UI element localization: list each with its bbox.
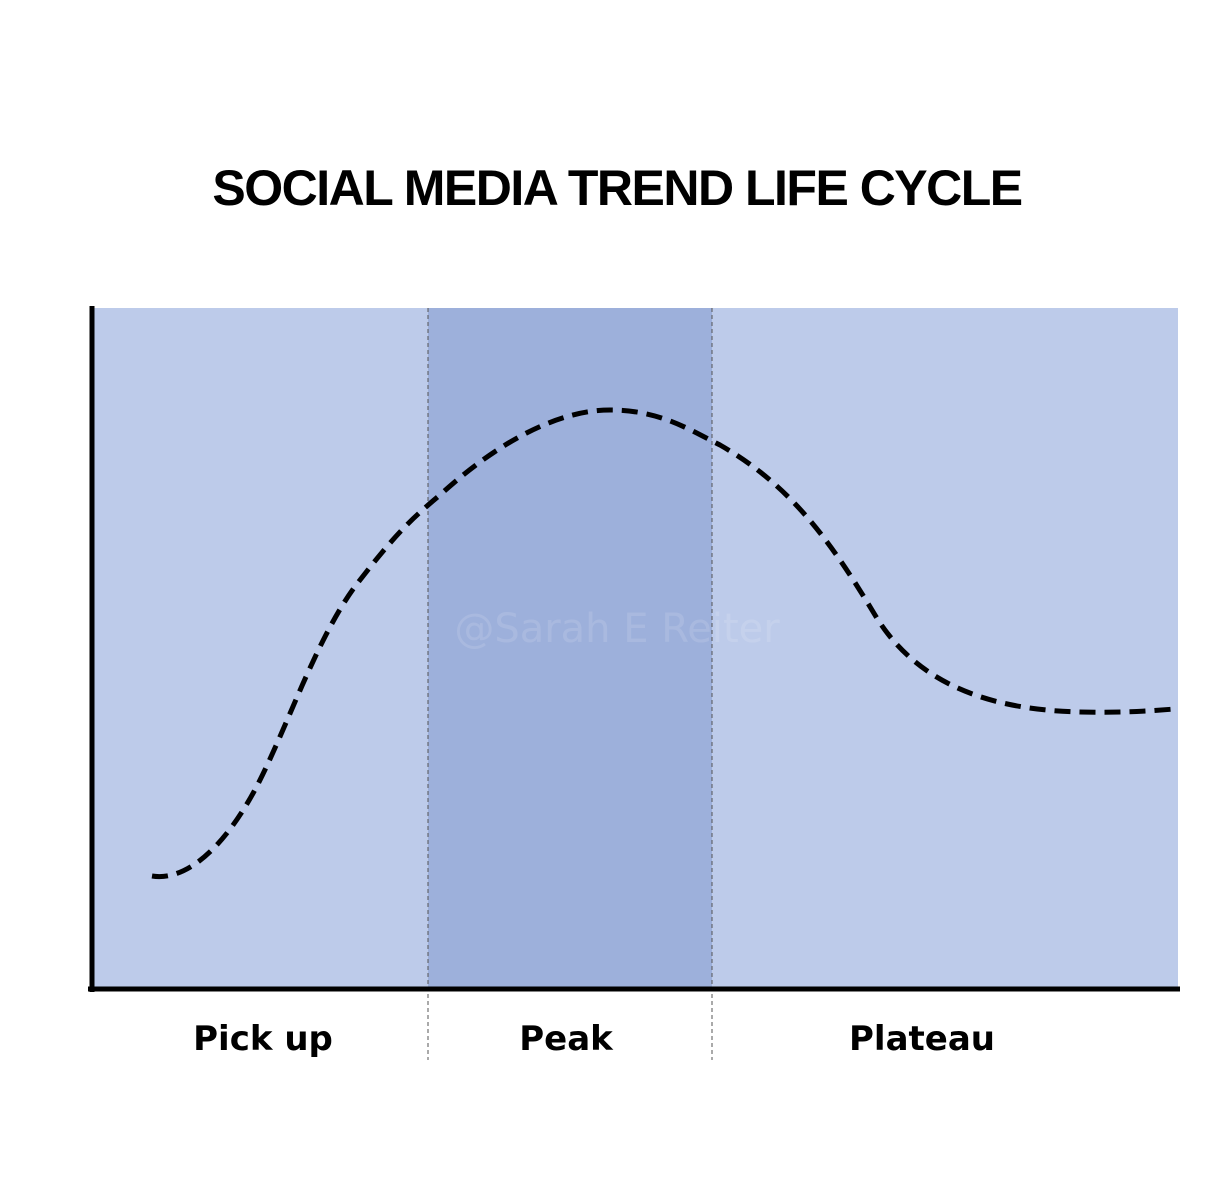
pickup-band xyxy=(92,308,428,988)
phase-label: Peak xyxy=(519,1019,614,1059)
plateau-band xyxy=(712,308,1178,988)
watermark: @Sarah E Reiter xyxy=(454,606,780,652)
trend-curve xyxy=(151,407,1176,880)
phase-label: Pick up xyxy=(193,1019,333,1059)
peak-band xyxy=(428,308,712,988)
title: SOCIAL MEDIA TREND LIFE CYCLE xyxy=(212,160,1021,216)
phase-label: Plateau xyxy=(849,1019,995,1059)
